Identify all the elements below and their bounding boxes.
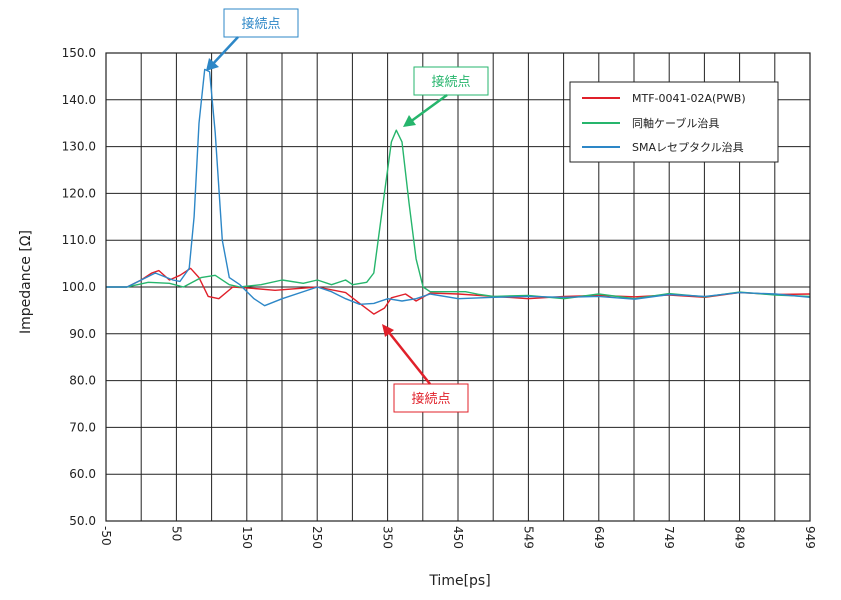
x-tick-label: 749	[662, 526, 676, 549]
y-tick-label: 120.0	[62, 186, 96, 200]
callout-pwb: 接続点	[382, 324, 469, 413]
x-tick-label: 649	[592, 526, 606, 549]
series-layer	[106, 68, 811, 315]
y-tick-label: 110.0	[62, 233, 96, 247]
series-line-coax	[106, 129, 811, 300]
y-tick-label: 70.0	[69, 420, 96, 434]
x-tick-label: 150	[240, 526, 254, 549]
callouts: 接続点 接続点 接続点	[206, 8, 489, 413]
legend-label-sma: SMAレセプタクル治具	[632, 140, 744, 154]
x-axis-title: Time[ps]	[428, 573, 490, 589]
y-tick-label: 60.0	[69, 467, 96, 481]
x-tick-label: 949	[803, 526, 817, 549]
y-tick-label: 80.0	[69, 374, 96, 388]
callout-box-sma	[223, 8, 299, 38]
x-tick-label: 849	[733, 526, 747, 549]
x-tick-label: -50	[99, 526, 113, 546]
callout-box-pwb	[393, 383, 469, 413]
y-tick-label: 150.0	[62, 46, 96, 60]
y-axis-title: Impedance [Ω]	[18, 230, 34, 334]
x-tick-label: 350	[381, 526, 395, 549]
x-tick-label: 450	[451, 526, 465, 549]
plot-border	[105, 52, 811, 522]
callout-arrowhead-sma	[206, 58, 219, 71]
x-tick-label: 549	[521, 526, 535, 549]
callout-arrow-coax	[409, 93, 448, 124]
callout-arrow-pwb	[386, 329, 431, 385]
y-tick-label: 100.0	[62, 280, 96, 294]
x-tick-label: 50	[169, 526, 183, 541]
series-line-sma	[106, 68, 811, 307]
callout-coax: 接続点	[403, 66, 489, 127]
y-tick-label: 50.0	[69, 514, 96, 528]
y-tick-label: 140.0	[62, 93, 96, 107]
legend-label-pwb: MTF-0041-02A(PWB)	[632, 92, 746, 105]
grid	[106, 53, 810, 521]
callout-label-coax: 接続点	[431, 74, 470, 90]
y-tick-label: 90.0	[69, 327, 96, 341]
callout-label-pwb: 接続点	[411, 391, 450, 407]
callout-arrowhead-coax	[403, 115, 416, 127]
y-tick-label: 130.0	[62, 140, 96, 154]
callout-sma: 接続点	[206, 8, 299, 71]
callout-label-sma: 接続点	[241, 16, 280, 32]
legend: MTF-0041-02A(PWB) 同軸ケーブル治具 SMAレセプタクル治具	[569, 81, 779, 163]
callout-arrow-sma	[210, 36, 239, 67]
x-tick-label: 250	[310, 526, 324, 549]
y-tick-labels: 50.0 60.0 70.0 80.0 90.0 100.0 110.0 120.0 130.0…	[62, 46, 96, 528]
x-tick-labels: -50 50 150 250 350 450 549 649 749 849 949	[99, 526, 817, 549]
legend-label-coax: 同軸ケーブル治具	[632, 116, 719, 130]
callout-box-coax	[413, 66, 489, 96]
callout-arrowhead-pwb	[382, 324, 394, 337]
